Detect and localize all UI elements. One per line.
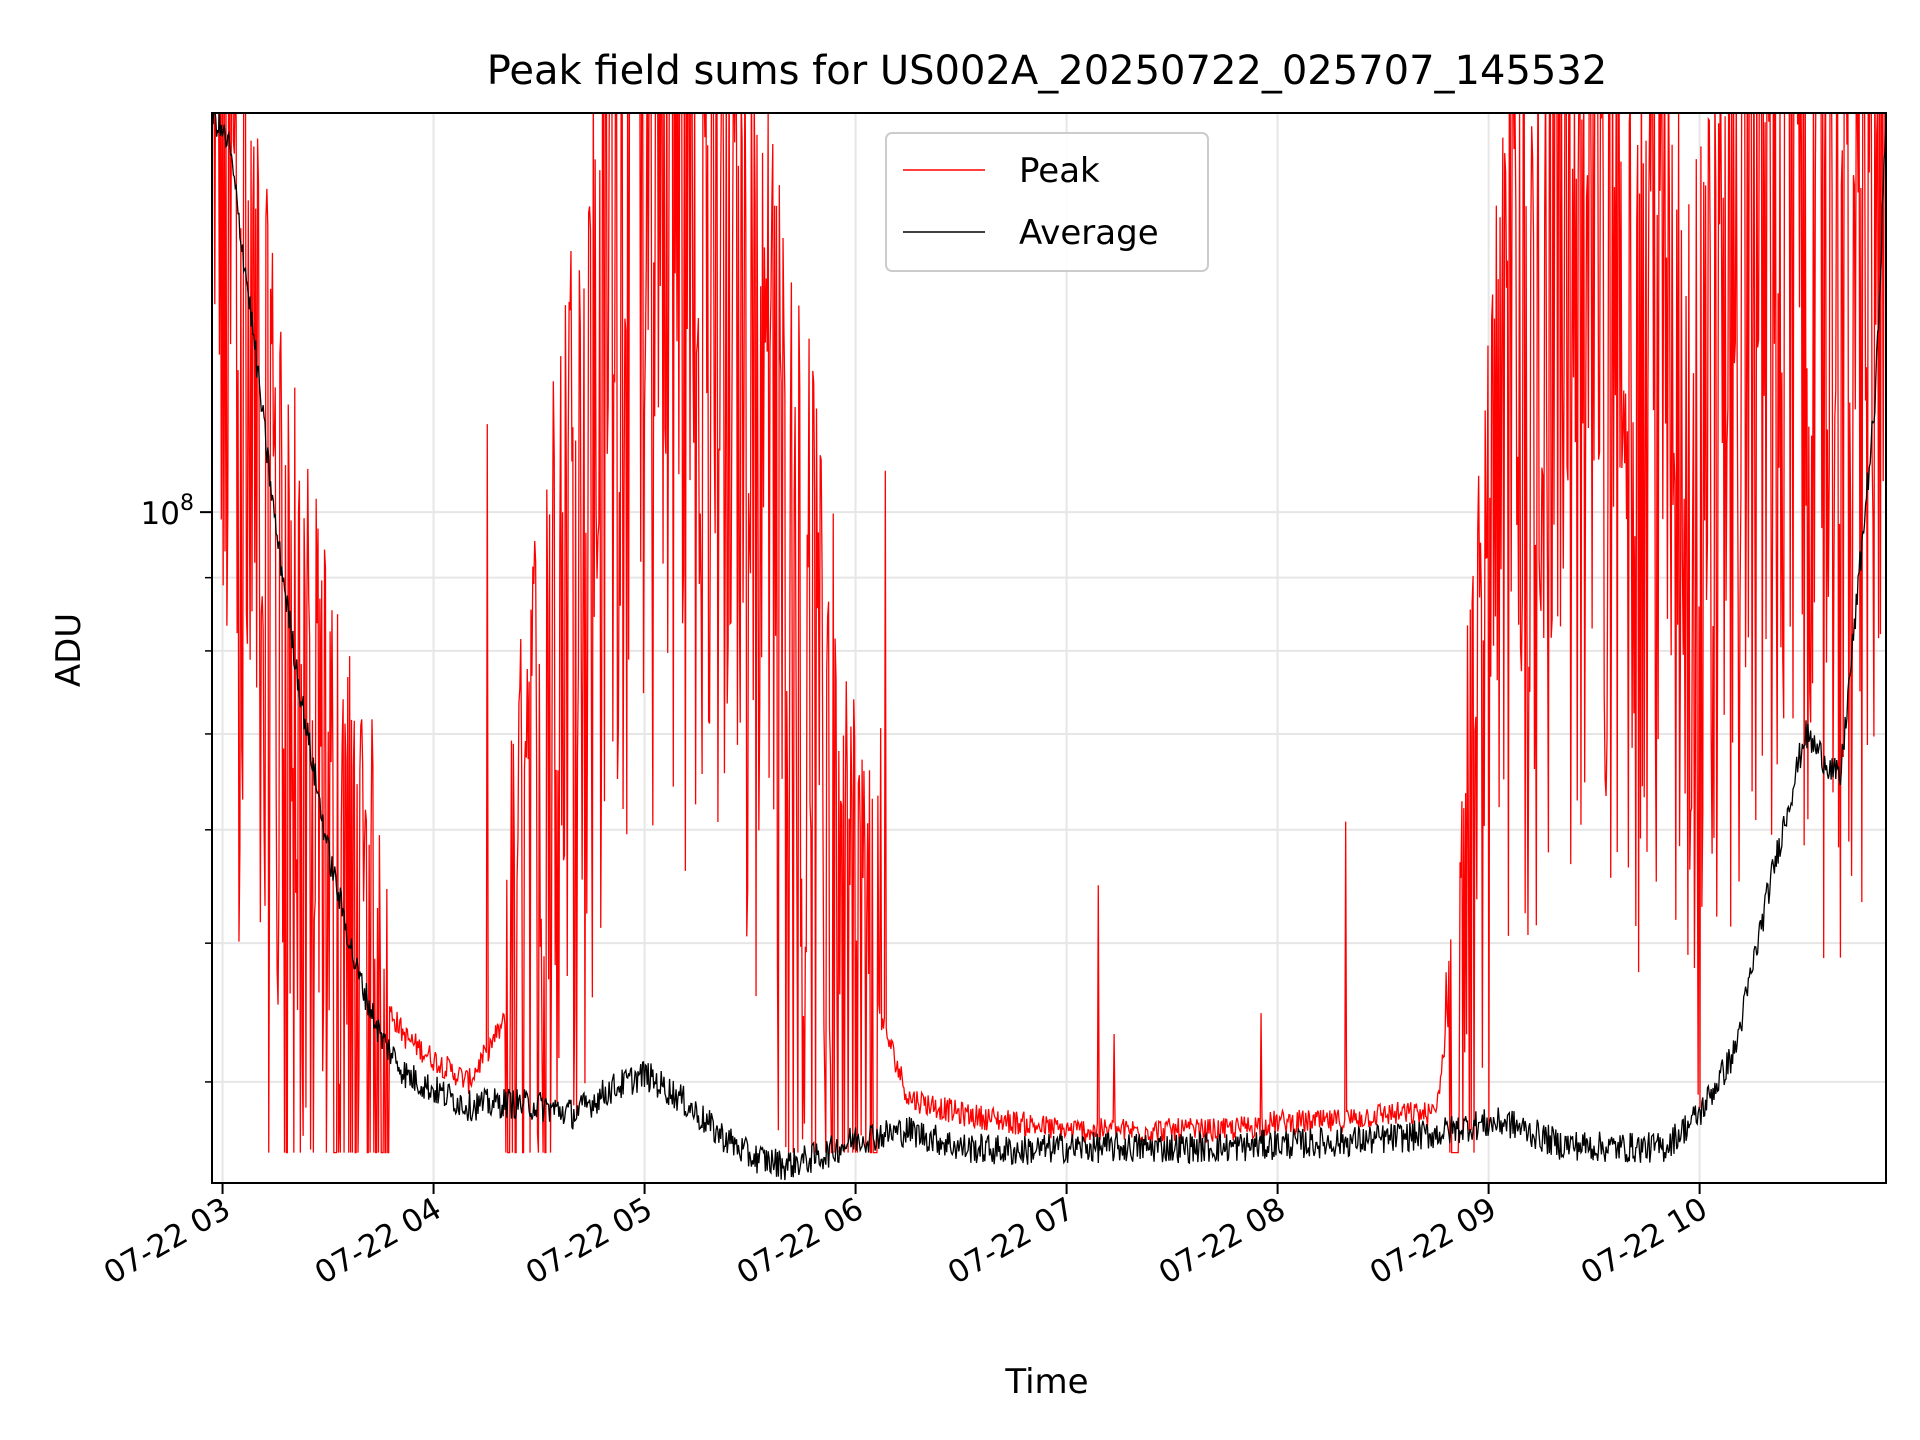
legend-box xyxy=(885,132,1209,272)
series-line-peak xyxy=(213,113,1885,1154)
legend: Peak Average xyxy=(885,132,1209,272)
chart-title: Peak field sums for US002A_20250722_0257… xyxy=(487,48,1608,94)
grid-lines xyxy=(212,113,1886,1183)
legend-label-peak: Peak xyxy=(1019,151,1100,191)
y-axis-ticks: 108 xyxy=(141,491,212,1083)
plot-frame xyxy=(211,112,1887,1184)
legend-label-average: Average xyxy=(1019,213,1159,253)
y-axis-label: ADU xyxy=(49,613,89,687)
y-tick-label: 108 xyxy=(141,491,194,532)
x-axis-label: Time xyxy=(1004,1362,1088,1402)
series-line-average xyxy=(212,113,1886,1181)
